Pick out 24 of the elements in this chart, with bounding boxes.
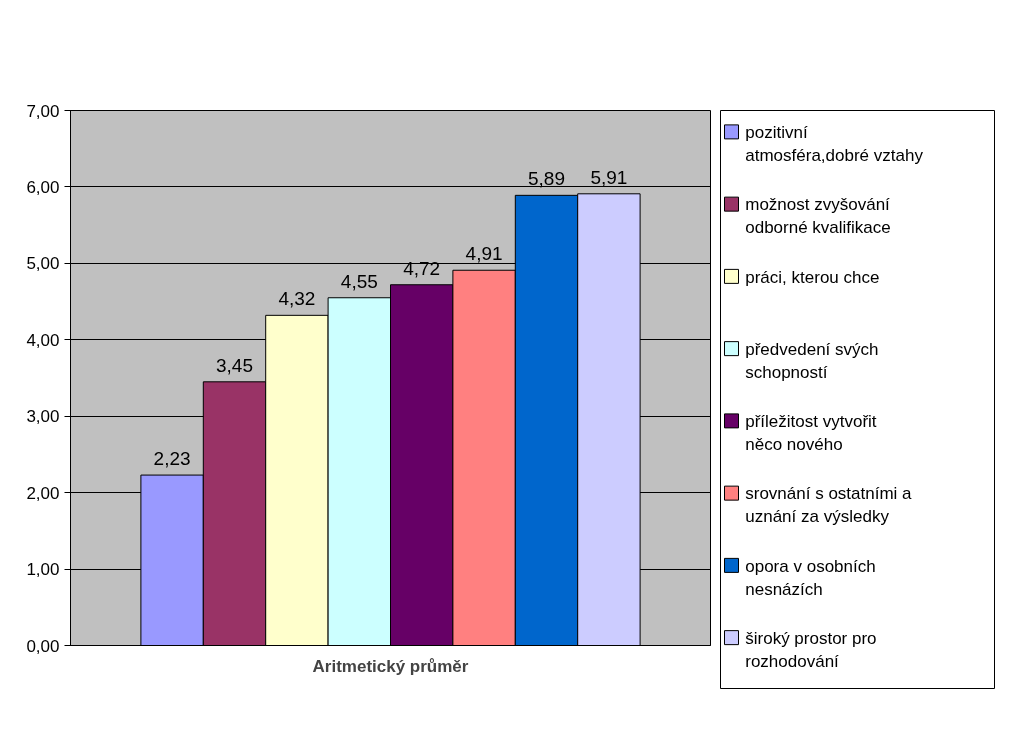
legend-label: široký prostor pro rozhodování [745,628,877,671]
x-axis-title: Aritmetický průměr [312,656,469,676]
legend-label: možnost zvyšování odborné kvalifikace [745,195,891,238]
legend-label: práci, kterou chce [745,267,880,287]
y-tick-label: 7,00 [26,101,60,121]
legend-label: pozitivní atmosféra,dobré vztahy [745,123,924,166]
y-tick-label: 2,00 [26,483,60,503]
legend-label: příležitost vytvořit něco nového [745,412,877,455]
y-tick-label: 4,00 [26,330,60,350]
legend-label: opora v osobních nesnázích [745,556,876,599]
data-label: 5,89 [528,168,565,190]
data-label: 4,32 [278,288,316,310]
data-label: 4,55 [340,270,378,292]
legend-label: srovnání s ostatními a uznání za výsledky [745,484,913,527]
data-label: 5,91 [590,166,628,188]
y-tick-label: 3,00 [26,407,60,427]
data-label: 3,45 [216,354,253,376]
data-label: 2,23 [153,448,191,470]
legend-label: předvedení svých schopností [745,339,879,382]
y-tick-label: 0,00 [26,636,60,656]
y-tick-label: 6,00 [26,177,60,197]
data-label: 4,91 [465,243,503,265]
y-tick-label: 1,00 [26,560,60,580]
y-tick-label: 5,00 [26,254,60,274]
